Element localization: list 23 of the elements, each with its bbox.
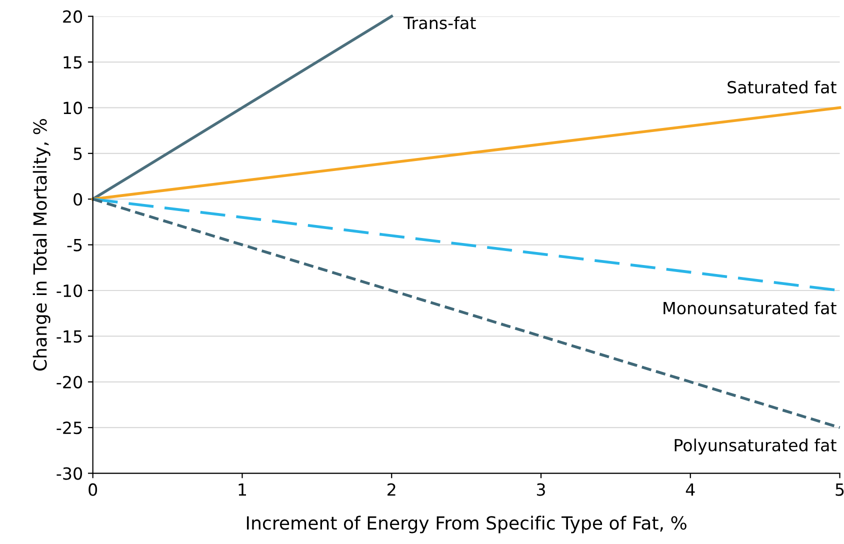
x-tick-label: 3	[536, 483, 545, 496]
y-tick-label: 0	[74, 193, 82, 206]
series-label: Monounsaturated fat	[664, 301, 836, 314]
y-tick-label: 15	[64, 56, 82, 69]
y-axis-title: Change in Total Mortality, %	[32, 118, 50, 371]
series-label: Polyunsaturated fat	[674, 438, 836, 455]
series-label: Saturated fat	[728, 80, 836, 94]
y-tick-label: -10	[56, 284, 82, 298]
x-tick-label: 0	[88, 483, 98, 496]
y-tick-label: 5	[74, 148, 82, 160]
x-tick-label: 5	[836, 484, 844, 496]
x-axis-title: Increment of Energy From Specific Type of Fat, %	[246, 516, 686, 534]
y-tick-label: 20	[63, 10, 82, 23]
y-tick-label: -20	[56, 376, 82, 388]
y-tick-label: -15	[56, 330, 82, 343]
y-tick-label: 10	[64, 102, 82, 114]
y-tick-label: -30	[56, 467, 82, 480]
series-label: Trans-fat	[404, 16, 476, 30]
y-tick-label: -5	[67, 238, 82, 252]
x-tick-label: 1	[238, 484, 246, 496]
y-tick-label: -25	[56, 422, 82, 434]
x-tick-label: 4	[686, 484, 695, 496]
x-tick-label: 2	[388, 483, 396, 496]
